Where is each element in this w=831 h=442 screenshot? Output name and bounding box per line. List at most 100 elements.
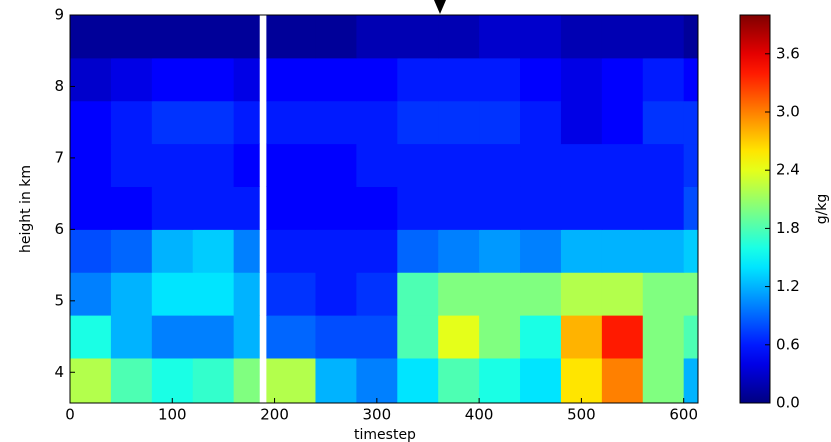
heat-cell <box>315 229 357 273</box>
heat-cell <box>397 186 439 230</box>
heat-cell <box>110 229 153 273</box>
heat-cell <box>438 15 480 59</box>
heat-cell <box>438 272 480 316</box>
heat-cell <box>479 57 521 102</box>
heat-cell <box>70 143 112 187</box>
heat-cell <box>601 229 644 273</box>
heat-cell <box>520 143 562 187</box>
heat-cell <box>520 272 562 316</box>
heat-cell <box>315 357 357 404</box>
heat-cell <box>315 272 357 316</box>
heat-cell <box>642 100 685 145</box>
heat-cell <box>233 357 260 404</box>
heat-cell <box>356 357 398 404</box>
heat-cell <box>520 100 562 145</box>
heat-cell <box>397 15 439 59</box>
heat-cell <box>683 315 699 359</box>
heat-cell <box>70 229 112 273</box>
colorbar <box>739 14 771 404</box>
heat-cell <box>601 357 644 404</box>
heat-cell <box>356 272 398 316</box>
heat-cell <box>601 272 644 316</box>
heat-cell <box>266 100 316 145</box>
heat-cell <box>266 15 316 59</box>
heat-cell <box>560 15 603 59</box>
heat-cell <box>192 357 235 404</box>
heat-cell <box>520 315 562 359</box>
heat-cell <box>438 186 480 230</box>
heat-cell <box>642 186 685 230</box>
pointer-arrow <box>434 0 446 14</box>
colorbar-tick-label: 2.4 <box>776 161 800 179</box>
heat-cell <box>397 315 439 359</box>
heat-cell <box>397 357 439 404</box>
heat-cell <box>642 143 685 187</box>
heat-cell <box>356 57 398 102</box>
heat-cell <box>601 57 644 102</box>
heat-cell <box>70 57 112 102</box>
colorbar-tick-label: 0.6 <box>776 335 800 353</box>
heat-cell <box>192 272 235 316</box>
heat-cell <box>110 100 153 145</box>
heat-cell <box>601 100 644 145</box>
heat-cell <box>356 100 398 145</box>
heat-cell <box>560 315 603 359</box>
heat-cell <box>110 143 153 187</box>
colorbar-tick-label: 0.0 <box>776 394 800 412</box>
heat-cell <box>151 315 194 359</box>
heat-cell <box>560 357 603 404</box>
heat-cell <box>151 272 194 316</box>
heat-cell <box>192 229 235 273</box>
heat-cell <box>683 15 699 59</box>
heat-cell <box>233 143 260 187</box>
heat-cell <box>438 315 480 359</box>
heat-cell <box>151 357 194 404</box>
heat-cell <box>438 357 480 404</box>
heat-cell <box>266 357 316 404</box>
heat-cell <box>683 100 699 145</box>
heat-cell <box>397 100 439 145</box>
heat-cell <box>233 57 260 102</box>
heat-cell <box>601 15 644 59</box>
heat-cell <box>560 186 603 230</box>
heat-cell <box>683 186 699 230</box>
heat-cell <box>110 186 153 230</box>
heat-cell <box>233 186 260 230</box>
heat-cell <box>520 357 562 404</box>
y-tick-label: 4 <box>54 363 64 381</box>
y-tick-label: 7 <box>54 148 64 166</box>
y-axis-label: height in km <box>18 165 34 253</box>
heat-cell <box>233 315 260 359</box>
y-tick-label: 8 <box>54 77 64 95</box>
y-tick-label: 6 <box>54 220 64 238</box>
heat-cell <box>192 143 235 187</box>
heat-cell <box>520 186 562 230</box>
heat-cell <box>151 15 194 59</box>
heat-cell <box>601 315 644 359</box>
heat-cell <box>642 15 685 59</box>
x-tick-label: 0 <box>65 406 75 424</box>
heat-cell <box>192 57 235 102</box>
heat-cell <box>266 143 316 187</box>
heat-cell <box>110 57 153 102</box>
heat-cell <box>397 229 439 273</box>
heat-cell <box>438 100 480 145</box>
heat-cell <box>356 15 398 59</box>
x-tick-label: 400 <box>465 406 494 424</box>
heat-cell <box>397 143 439 187</box>
heat-cell <box>315 315 357 359</box>
colorbar-tick-label: 3.0 <box>776 103 800 121</box>
plot-frame <box>69 14 699 404</box>
heat-cell <box>151 229 194 273</box>
heat-cell <box>233 100 260 145</box>
heat-cell <box>683 229 699 273</box>
heat-cell <box>233 229 260 273</box>
heat-cell <box>233 272 260 316</box>
heat-cell <box>315 57 357 102</box>
heat-cell <box>601 143 644 187</box>
colorbar-tick-label: 1.2 <box>776 277 800 295</box>
heat-cell <box>266 186 316 230</box>
heat-cell <box>397 272 439 316</box>
heat-cell <box>356 229 398 273</box>
heat-cell <box>683 272 699 316</box>
